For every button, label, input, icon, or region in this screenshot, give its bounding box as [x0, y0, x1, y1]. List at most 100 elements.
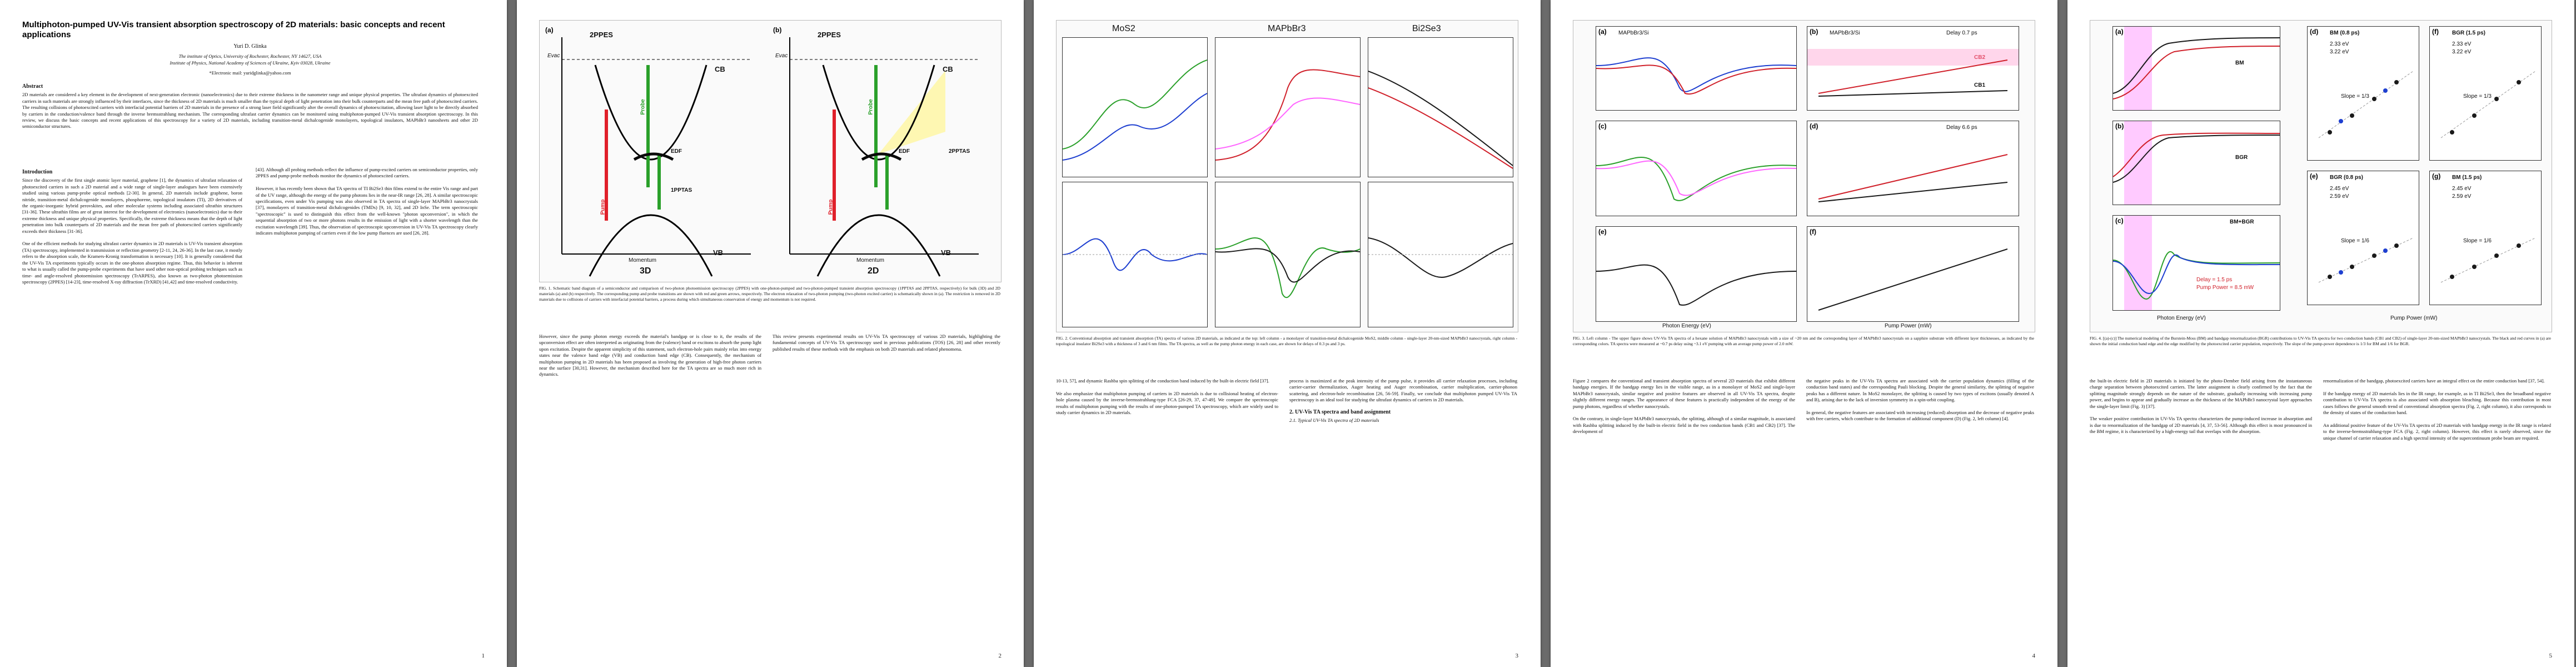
- fig1-panel-a-diagram: [561, 37, 751, 277]
- page5-column-left: the built-in electric field in 2D materi…: [2090, 378, 2312, 435]
- abstract-text: 2D materials are considered a key elemen…: [22, 92, 478, 130]
- page-number: 3: [1515, 653, 1519, 659]
- fig4-panel-c: (c) BM+BGR Delay = 1.5 ps Pump Power = 8…: [2112, 215, 2280, 311]
- page3-column-right: process is maximized at the peak intensi…: [1289, 378, 1517, 424]
- fig1-probe-label-a: Probe: [640, 99, 646, 115]
- fig1-pump-label-b: Pump: [828, 199, 834, 215]
- col5-paragraph-1: process is maximized at the peak intensi…: [1289, 378, 1517, 403]
- intro-heading: Introduction: [22, 169, 53, 175]
- conduction-band-curve-a: [594, 64, 707, 161]
- col8-paragraph-1: the built-in electric field in 2D materi…: [2090, 378, 2312, 409]
- page4-column-left: Figure 2 compares the conventional and t…: [1573, 378, 1795, 435]
- col3-paragraph-1: However, since the pump photon energy ex…: [539, 334, 761, 377]
- fig1-2ppes-label-a: 2PPES: [590, 31, 613, 39]
- fig1-evac-label-b: Evac: [775, 53, 788, 59]
- fig4-panel-g: (g) BM (1.5 ps) 2.45 eV 2.59 eV Slope = …: [2429, 171, 2542, 305]
- paper-title: Multiphoton-pumped UV-Vis transient abso…: [22, 20, 445, 39]
- intro-paragraph-1: Since the discovery of the first single …: [22, 177, 242, 234]
- fig1-edf-label-b: EDF: [899, 148, 910, 155]
- figure-1: (a) 2PPES Evac CB VB Pump Probe EDF 1PPT…: [539, 20, 1001, 282]
- intro-column-right: [43]. Although all probing methods refle…: [256, 167, 478, 236]
- fig1-pump-label-a: Pump: [600, 199, 606, 215]
- affiliation-2: Institute of Physics, National Academy o…: [170, 60, 331, 66]
- intro-column-left: Introduction Since the discovery of the …: [22, 167, 242, 285]
- col9-paragraph-1: renormalization of the bandgap, photoexc…: [2323, 378, 2545, 384]
- page2-column-left: However, since the pump photon energy ex…: [539, 334, 761, 378]
- fig3-panel-d: (d) Delay 6.6 ps: [1807, 121, 2019, 216]
- col4-paragraph-1: 10-13, 57], and dynamic Rashba spin spli…: [1056, 378, 1269, 384]
- col3-paragraph-2: This review presents experimental result…: [773, 334, 1000, 352]
- fig1-vb-label-b: VB: [941, 248, 951, 257]
- affiliation-1: The institute of Optics, University of R…: [178, 53, 322, 59]
- fig3-panel-c: (c): [1596, 121, 1797, 216]
- fig1-edf-label-a: EDF: [671, 148, 682, 155]
- col6-paragraph-1: Figure 2 compares the conventional and t…: [1573, 378, 1795, 409]
- fig4-panel-d: (d) BM (0.8 ps) 2.33 eV 3.22 eV Slope = …: [2307, 26, 2419, 161]
- fig3-panel-f: (f): [1807, 226, 2019, 322]
- page5-column-right: renormalization of the bandgap, photoexc…: [2323, 378, 2551, 441]
- page-2: (a) 2PPES Evac CB VB Pump Probe EDF 1PPT…: [517, 0, 1024, 667]
- col7-paragraph-1: the negative peaks in the UV-Vis TA spec…: [1806, 378, 2034, 403]
- fig1-2pptas-label: 2PPTAS: [949, 148, 970, 155]
- abstract-section: Abstract 2D materials are considered a k…: [22, 81, 478, 130]
- col9-paragraph-3: An additional positive feature of the UV…: [2323, 422, 2551, 441]
- figure-3: (a) MAPbBr3/Si (b) MAPbBr3/Si Delay 0.7 …: [1573, 20, 2035, 332]
- fig2-mos2-heading: MoS2: [1112, 24, 1135, 33]
- page3-column-left: 10-13, 57], and dynamic Rashba spin spli…: [1056, 378, 1278, 416]
- fig3-panel-a: (a) MAPbBr3/Si: [1596, 26, 1797, 111]
- fig1-3d-label: 3D: [640, 266, 651, 276]
- fig1-2ppes-label-b: 2PPES: [818, 31, 841, 39]
- page-number: 5: [2549, 653, 2553, 659]
- fig2-mapbbr3-absorption-panel: [1215, 37, 1361, 177]
- fig2-caption: FIG. 2. Conventional absorption and tran…: [1056, 336, 1517, 347]
- fig1-caption: FIG. 1. Schematic band diagram of a semi…: [539, 286, 1000, 302]
- email: *Electronic mail: yuridglinka@yahoo.com: [209, 70, 291, 76]
- page-number: 4: [2032, 653, 2036, 659]
- fig2-mapbbr3-ta-panel: [1215, 182, 1361, 327]
- fig1-1pptas-label: 1PPTAS: [671, 187, 692, 193]
- fig1-probe-label-b: Probe: [868, 99, 874, 115]
- fig4-panel-b: (b) BGR: [2112, 121, 2280, 205]
- section-2-1-heading: 2.1. Typical UV-Vis TA spectra of 2D mat…: [1289, 417, 1379, 424]
- page2-column-right: This review presents experimental result…: [773, 334, 1000, 352]
- page-5: (a) BM (b) BGR (c) BM+BGR Delay = 1.5 ps…: [2067, 0, 2574, 667]
- col6-paragraph-2: On the contrary, in single-layer MAPbBr3…: [1573, 416, 1795, 435]
- fig3-panel-b: (b) MAPbBr3/Si Delay 0.7 ps CB2 CB1: [1807, 26, 2019, 111]
- fig4-panel-a: (a) BM: [2112, 26, 2280, 111]
- valence-band-curve-a: [589, 214, 713, 277]
- intro-paragraph-2: One of the efficient methods for studyin…: [22, 241, 242, 285]
- fig2-bi2se3-heading: Bi2Se3: [1412, 24, 1441, 33]
- fig3-caption: FIG. 3. Left column - The upper figure s…: [1573, 336, 2034, 347]
- page-4: (a) MAPbBr3/Si (b) MAPbBr3/Si Delay 0.7 …: [1551, 0, 2057, 667]
- col9-paragraph-2: If the bandgap energy of 2D materials li…: [2323, 390, 2551, 416]
- col7-paragraph-2: In general, the negative features are as…: [1806, 410, 2034, 422]
- col4-paragraph-2: We also emphasize that multiphoton pumpi…: [1056, 390, 1278, 416]
- section-2-heading: 2. UV-Vis TA spectra and band assignment: [1289, 409, 1391, 415]
- figure-2: MoS2 MAPbBr3 Bi2Se3: [1056, 20, 1518, 332]
- fig1-momentum-label-b: Momentum: [856, 257, 885, 263]
- fig1-2d-label: 2D: [868, 266, 879, 276]
- page-1: Multiphoton-pumped UV-Vis transient abso…: [0, 0, 507, 667]
- page-3: MoS2 MAPbBr3 Bi2Se3 FIG. 2. Conventional…: [1034, 0, 1541, 667]
- fig4-caption: FIG. 4. [(a)-(c)] The numerical modeling…: [2090, 336, 2551, 347]
- fig1-evac-label-a: Evac: [547, 53, 560, 59]
- edf-curve-b: [861, 152, 902, 161]
- fig2-mapbbr3-heading: MAPbBr3: [1268, 24, 1306, 33]
- fig4-panel-f: (f) BGR (1.5 ps) 2.33 eV 3.22 eV Slope =…: [2429, 26, 2542, 161]
- fig1-momentum-label-a: Momentum: [629, 257, 657, 263]
- author: Yuri D. Glinka: [233, 43, 267, 49]
- page-number: 1: [481, 653, 485, 659]
- fig4-panel-e: (e) BGR (0.8 ps) 2.45 eV 2.59 eV Slope =…: [2307, 171, 2419, 305]
- excitation-fan-b: [879, 71, 945, 154]
- page-number: 2: [998, 653, 1002, 659]
- col8-paragraph-2: The weaker positive contribution in UV-V…: [2090, 416, 2312, 435]
- fig1-vb-label-a: VB: [713, 248, 724, 257]
- valence-band-curve-b: [816, 214, 941, 277]
- fig2-bi2se3-ta-panel: [1368, 182, 1513, 327]
- fig2-mos2-ta-panel: [1062, 182, 1208, 327]
- col2-paragraph-2: However, it has recently been shown that…: [256, 186, 478, 236]
- fig1-cb-label-b: CB: [943, 65, 953, 73]
- figure-4: (a) BM (b) BGR (c) BM+BGR Delay = 1.5 ps…: [2090, 20, 2552, 332]
- fig1-panel-b-diagram: [789, 37, 979, 277]
- abstract-heading: Abstract: [22, 83, 43, 89]
